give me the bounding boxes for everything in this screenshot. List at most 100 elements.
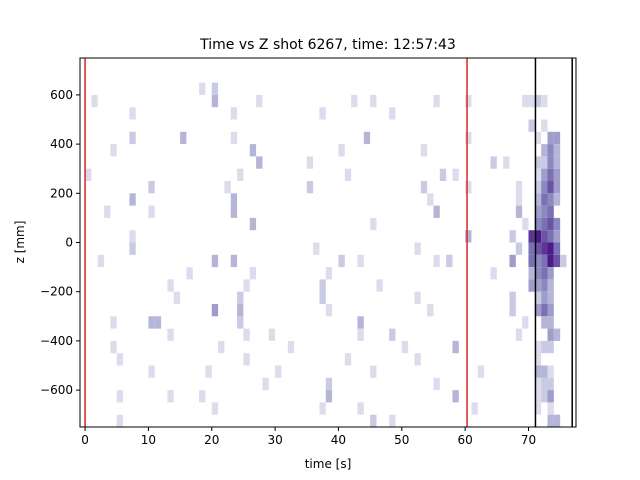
heatmap-cell [211,254,219,268]
heatmap-cell [129,131,136,145]
heatmap-cell [509,254,516,268]
heatmap-cell [503,156,510,169]
heatmap-cell [389,414,396,427]
heatmap-cell [427,193,434,206]
heatmap-cell [534,402,542,415]
heatmap-cell [534,365,542,378]
heatmap-cell [319,402,326,415]
heatmap-cell [553,156,561,169]
heatmap-cell [528,230,535,243]
heatmap-cell [401,340,409,354]
heatmap-cell [414,353,421,366]
heatmap-cell [534,131,542,145]
heatmap-cell [534,304,542,317]
y-tick-label: −400 [40,334,73,348]
heatmap-cell [167,390,174,403]
heatmap-cell [534,181,542,194]
heatmap-cell [547,144,554,157]
heatmap-cell [148,181,155,194]
heatmap-cell [541,254,548,268]
heatmap-cell [167,279,174,292]
heatmap-cell [534,353,542,366]
heatmap-cell [490,267,497,280]
heatmap-cell [541,390,548,403]
heatmap-cell [534,279,542,292]
heatmap-cell [224,181,231,194]
heatmap-cell [433,254,440,268]
heatmap-cell [116,390,124,403]
heatmap-cell [541,168,548,181]
heatmap-cell [553,168,561,181]
heatmap-cell [547,242,554,255]
x-tick-label: 20 [204,433,219,447]
heatmap-cell [547,291,554,304]
heatmap-cell [306,156,314,169]
heatmap-cell [427,304,434,317]
heatmap-cell [553,181,561,194]
heatmap-cell [522,217,529,231]
y-axis-label: z [mm] [13,221,27,264]
heatmap-cell [547,131,554,145]
heatmap-cell [230,254,238,268]
heatmap-cell [180,131,187,145]
heatmap-cell [249,144,257,157]
heatmap-cell [534,377,542,391]
heatmap-cell [389,107,396,120]
heatmap-cell [230,131,238,145]
heatmap-cell [370,217,377,231]
heatmap-cell [230,205,238,218]
heatmap-cell [439,168,447,181]
heatmap-cell [541,242,548,255]
heatmap-cell [306,181,314,194]
heatmap-cell [338,144,345,157]
heatmap-cell [319,279,326,292]
heatmap-cell [237,316,244,329]
heatmap-cell [541,340,548,354]
y-tick-label: 400 [50,137,73,151]
heatmap-cell [243,353,250,366]
heatmap-cells [85,82,567,427]
heatmap-cell [287,340,295,354]
heatmap-cell [230,193,238,206]
heatmap-cell [541,365,548,378]
heatmap-cell [515,181,523,194]
heatmap-cell [110,316,117,329]
heatmap-cell [541,181,548,194]
heatmap-cell [541,267,548,280]
y-tick-label: −200 [40,285,73,299]
heatmap-cell [528,267,535,280]
heatmap-cell [522,94,529,108]
heatmap-cell [167,328,174,341]
heatmap-cell [414,242,421,255]
heatmap-cell [465,230,472,243]
heatmap-cell [237,168,244,181]
heatmap-cell [553,193,561,206]
heatmap-cell [547,304,554,317]
heatmap-cell [129,107,136,120]
heatmap-cell [465,181,472,194]
heatmap-cell [199,82,206,95]
heatmap-cell [465,131,472,145]
heatmap-cell [433,94,440,108]
heatmap-cell [420,144,428,157]
heatmap-cell [370,365,377,378]
heatmap-cell [534,291,542,304]
heatmap-cell [370,414,377,427]
heatmap-cell [325,390,333,403]
heatmap-cell [534,193,542,206]
heatmap-cell [509,230,516,243]
heatmap-cell [534,390,542,403]
heatmap-cell [477,365,485,378]
heatmap-cell [452,168,459,181]
heatmap-cell [249,267,257,280]
heatmap-cell [351,94,358,108]
heatmap-cell [534,205,542,218]
heatmap-cell [547,193,554,206]
heatmap-cell [528,94,535,108]
heatmap-cell [553,144,561,157]
heatmap-cell [256,94,263,108]
heatmap-cell [515,205,523,218]
x-tick-label: 50 [394,433,409,447]
heatmap-cell [534,242,542,255]
x-tick-label: 40 [331,433,346,447]
